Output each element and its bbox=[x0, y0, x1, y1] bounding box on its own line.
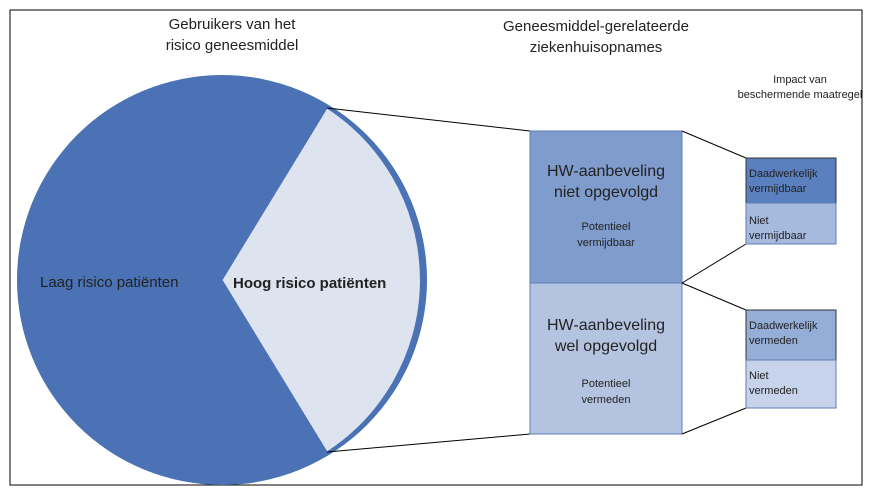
connector bbox=[326, 107, 531, 132]
connector bbox=[681, 282, 747, 311]
box-title: wel opgevolgd bbox=[554, 338, 657, 355]
box-not-followed bbox=[529, 130, 683, 284]
impact-label: Daadwerkelijk bbox=[749, 320, 818, 332]
impact-label: vermeden bbox=[749, 385, 798, 397]
title-impact: beschermende maatregel bbox=[738, 89, 863, 101]
box-avoidable bbox=[745, 157, 837, 204]
impact-label: vermeden bbox=[749, 335, 798, 347]
box-title: HW-aanbeveling bbox=[547, 317, 665, 334]
title-users: Gebruikers van het bbox=[169, 16, 297, 33]
box-title: HW-aanbeveling bbox=[547, 163, 665, 180]
pie-label: Hoog risico patiënten bbox=[233, 275, 386, 292]
connector bbox=[681, 130, 747, 159]
box-sub: Potentieel bbox=[582, 378, 631, 390]
title-impact: Impact van bbox=[773, 74, 827, 86]
box-sub: vermijdbaar bbox=[577, 237, 635, 249]
connector bbox=[326, 433, 531, 453]
impact-label: Daadwerkelijk bbox=[749, 168, 818, 180]
pie-high bbox=[221, 107, 421, 453]
impact-label: Niet bbox=[749, 370, 769, 382]
box-not-avoidable bbox=[745, 202, 837, 245]
box-title: niet opgevolgd bbox=[554, 184, 658, 201]
box-followed bbox=[529, 282, 683, 435]
impact-label: vermijdbaar bbox=[749, 230, 807, 242]
box-sub: vermeden bbox=[582, 394, 631, 406]
box-not-avoided bbox=[745, 359, 837, 409]
impact-label: Niet bbox=[749, 215, 769, 227]
connector bbox=[681, 243, 747, 284]
title-admissions: ziekenhuisopnames bbox=[530, 39, 663, 56]
title-admissions: Geneesmiddel-gerelateerde bbox=[503, 18, 689, 35]
impact-label: vermijdbaar bbox=[749, 183, 807, 195]
box-sub: Potentieel bbox=[582, 221, 631, 233]
pie-label: Laag risico patiënten bbox=[40, 274, 178, 291]
title-users: risico geneesmiddel bbox=[166, 37, 299, 54]
connector bbox=[681, 407, 747, 435]
box-avoided bbox=[745, 309, 837, 361]
